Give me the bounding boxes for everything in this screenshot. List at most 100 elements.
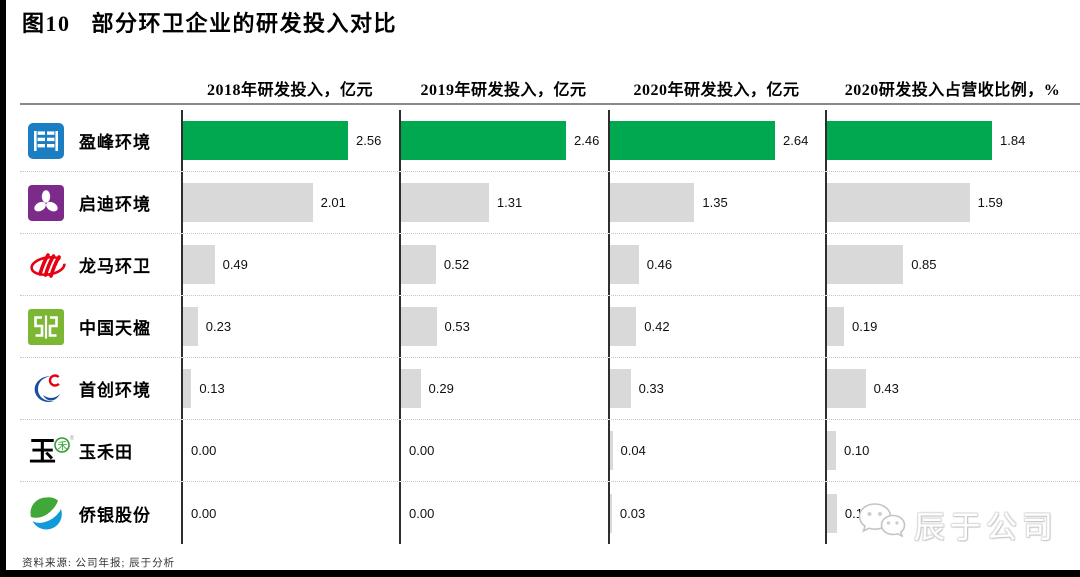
- bar-cell: 2.46: [399, 110, 608, 171]
- bar: [183, 245, 215, 284]
- bar-value-label: 2.01: [320, 195, 346, 210]
- bar: [827, 183, 970, 222]
- company-label-cell: 首创环境: [20, 358, 181, 419]
- bar-value-label: 1.59: [977, 195, 1003, 210]
- bar-cell: 2.56: [181, 110, 399, 171]
- company-label-cell: 盈峰环境: [20, 110, 181, 171]
- label-column-spacer: [20, 76, 181, 100]
- bar-cell: 0.00: [399, 482, 608, 544]
- bar-value-label: 0.00: [409, 443, 435, 458]
- bar: [183, 121, 348, 160]
- bar-cell: 0.04: [608, 420, 825, 481]
- bar: [827, 245, 904, 284]
- bar-cell: 0.29: [399, 358, 608, 419]
- longma-sanitation-logo: [28, 245, 74, 285]
- chart-row: 首创环境 0.13 0.29 0.33 0.43: [20, 358, 1080, 420]
- bar-value-label: 1.35: [702, 195, 728, 210]
- bar-value-label: 0.00: [409, 505, 435, 521]
- bar: [183, 183, 313, 222]
- bar: [610, 121, 775, 160]
- company-label-cell: 启迪环境: [20, 172, 181, 233]
- bar: [610, 183, 695, 222]
- bar-value-label: 0.10: [844, 443, 870, 458]
- bar-value-label: 0.43: [873, 381, 899, 396]
- bar-cell: 0.00: [399, 420, 608, 481]
- bar: [827, 493, 837, 533]
- column-header-2019: 2019年研发投入，亿元: [420, 82, 587, 99]
- company-name: 中国天楹: [79, 319, 151, 338]
- svg-text:禾: 禾: [58, 440, 68, 452]
- bar-cell: 1.84: [825, 110, 1080, 171]
- bar-value-label: 0.53: [444, 319, 470, 334]
- bar-cell: 0.00: [181, 482, 399, 544]
- chart-row: 盈峰环境 2.56 2.46 2.64 1.84: [20, 110, 1080, 172]
- company-name: 启迪环境: [79, 195, 151, 214]
- chart-row: 侨银股份 0.00 0.00 0.03 0.11: [20, 482, 1080, 544]
- bar-value-label: 0.04: [620, 443, 646, 458]
- bar: [827, 369, 866, 408]
- bar-cell: 0.13: [181, 358, 399, 419]
- bar: [183, 307, 198, 346]
- column-header-2020: 2020年研发投入，亿元: [633, 82, 800, 99]
- bottom-edge-bar: [0, 570, 1080, 577]
- bar-value-label: 1.31: [496, 195, 523, 210]
- qidi-environment-logo: [28, 183, 74, 223]
- company-name: 龙马环卫: [79, 257, 151, 276]
- figure-title: 图10 部分环卫企业的研发投入对比: [22, 11, 398, 36]
- bar-value-label: 0.13: [199, 381, 225, 396]
- bar: [610, 245, 639, 284]
- bar-cell: 0.19: [825, 296, 1080, 357]
- svg-text:玉: 玉: [29, 437, 56, 467]
- bar: [401, 121, 566, 160]
- bar-value-label: 2.46: [574, 133, 600, 148]
- bar-cell: 0.53: [399, 296, 608, 357]
- yingfeng-environment-logo: [28, 121, 74, 161]
- chart-row: 龙马环卫 0.49 0.52 0.46 0.85: [20, 234, 1080, 296]
- company-label-cell: 龙马环卫: [20, 234, 181, 295]
- bar-value-label: 0.42: [644, 319, 670, 334]
- bar-value-label: 0.29: [428, 381, 454, 396]
- bar-cell: 0.42: [608, 296, 825, 357]
- source-note: 资料来源: 公司年报; 辰于分析: [22, 558, 176, 569]
- china-tianying-logo: [28, 307, 74, 347]
- bar: [827, 307, 844, 346]
- company-name: 盈峰环境: [79, 133, 151, 152]
- bar-cell: 1.31: [399, 172, 608, 233]
- bar-cell: 0.49: [181, 234, 399, 295]
- bar: [827, 121, 992, 160]
- watermark-text: 辰于公司: [914, 510, 1058, 545]
- bar-cell: 0.10: [825, 420, 1080, 481]
- bar-value-label: 1.84: [1000, 133, 1026, 148]
- bar-cell: 0.85: [825, 234, 1080, 295]
- chart-row: 启迪环境 2.01 1.31 1.35 1.59: [20, 172, 1080, 234]
- chart-row: 玉禾 ® 玉禾田 0.00 0.00 0.04 0.10: [20, 420, 1080, 482]
- bar-cell: 2.64: [608, 110, 825, 171]
- header-divider: [20, 103, 1080, 105]
- yuhetian-logo: 玉禾 ®: [28, 431, 74, 471]
- bar-value-label: 0.46: [646, 257, 673, 272]
- chart-row: 中国天楹 0.23 0.53 0.42 0.19: [20, 296, 1080, 358]
- watermark: 辰于公司: [856, 500, 1058, 549]
- bar-cell: 1.35: [608, 172, 825, 233]
- company-label-cell: 侨银股份: [20, 482, 181, 544]
- bar-value-label: 0.03: [619, 505, 646, 521]
- svg-text:®: ®: [70, 435, 74, 442]
- company-label-cell: 玉禾 ® 玉禾田: [20, 420, 181, 481]
- bar-cell: 0.03: [608, 482, 825, 544]
- bar: [183, 369, 192, 408]
- bar-value-label: 0.00: [191, 505, 217, 521]
- column-header-2018: 2018年研发投入，亿元: [206, 82, 373, 99]
- bar-cell: 1.59: [825, 172, 1080, 233]
- wechat-icon: [856, 500, 908, 549]
- bar-value-label: 0.85: [911, 257, 937, 272]
- bar: [401, 245, 436, 284]
- bar-cell: 0.23: [181, 296, 399, 357]
- bar: [610, 369, 631, 408]
- bar-value-label: 0.19: [852, 319, 878, 334]
- company-name: 侨银股份: [79, 505, 151, 525]
- bar-cell: 0.46: [608, 234, 825, 295]
- bar: [401, 369, 421, 408]
- bar: [610, 493, 612, 533]
- column-header-ratio: 2020研发投入占营收比例，%: [844, 82, 1061, 99]
- bar: [401, 307, 437, 346]
